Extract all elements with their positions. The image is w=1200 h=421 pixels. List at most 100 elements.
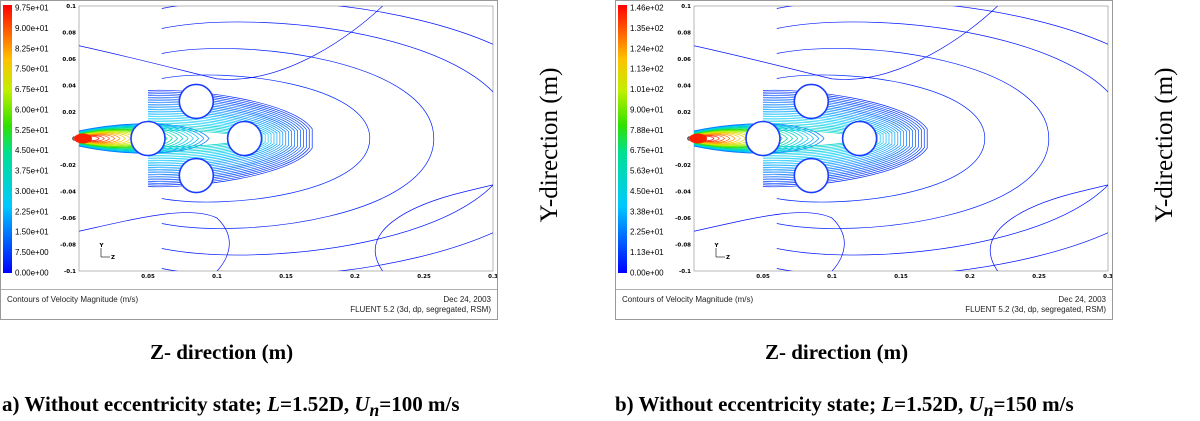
contour-line xyxy=(776,74,986,203)
contour-line xyxy=(161,6,493,271)
jet-core xyxy=(74,133,92,144)
x-tick-label: 0.1 xyxy=(827,274,837,280)
y-tick-label: -0.06 xyxy=(675,216,691,222)
caption-u-sub: n xyxy=(983,400,994,421)
contour-line xyxy=(694,134,731,143)
x-tick-label: 0.1 xyxy=(212,274,222,280)
y-tick-label: 0.04 xyxy=(677,84,691,90)
caption-u-sub: n xyxy=(369,400,380,421)
caption-a: a) Without eccentricity state; L=1.52D, … xyxy=(2,392,460,421)
y-tick-label: -0.1 xyxy=(679,269,691,275)
colorbar-tick-label: 6.75e+01 xyxy=(15,85,49,94)
triad-z-label: Z xyxy=(111,255,115,261)
z-axis-title: Z- direction (m) xyxy=(150,340,294,364)
caption-prefix: b) Without eccentricity state; xyxy=(615,392,882,416)
contour-line xyxy=(79,133,121,144)
y-tick-label: -0.04 xyxy=(675,190,691,196)
colorbar-tick-label: 1.13e+01 xyxy=(630,248,664,257)
contour-line xyxy=(79,132,126,145)
y-axis-title-text: Y-direction (m) xyxy=(1151,68,1178,223)
contour-line xyxy=(990,184,1108,271)
colorbar-tick-label: 1.50e+01 xyxy=(15,228,49,237)
contour-line xyxy=(694,133,736,144)
contour-line xyxy=(79,212,230,271)
cylinder xyxy=(841,120,878,157)
contour-line xyxy=(694,134,725,143)
date-label: Dec 24, 2003 xyxy=(1058,295,1106,304)
contour-line xyxy=(161,48,435,229)
y-tick-label: -0.06 xyxy=(60,216,76,222)
colorbar xyxy=(3,5,12,273)
contour-line xyxy=(79,126,184,151)
panel-b: 1.46e+02 1.35e+02 1.24e+02 1.13e+02 1.01e+02… xyxy=(615,0,1200,421)
y-tick-label: 0 xyxy=(687,137,691,143)
x-tick-label: 0.2 xyxy=(350,274,360,280)
contour-line xyxy=(147,117,266,160)
date-label: Dec 24, 2003 xyxy=(443,295,491,304)
contour-line xyxy=(694,6,998,80)
y-tick-label: 0.06 xyxy=(677,57,691,63)
triad-y-label: Y xyxy=(99,243,105,249)
y-tick-label: -0.1 xyxy=(64,269,76,275)
cylinder xyxy=(178,157,215,194)
contour-plot: 9.75e+01 9.00e+01 8.25e+01 7.50e+01 6.75e+01… xyxy=(3,4,497,280)
contour-line xyxy=(762,117,881,160)
colorbar-tick-label: 9.00e+01 xyxy=(630,105,664,114)
contour-line xyxy=(694,128,783,149)
colorbar-tick-label: 7.88e+01 xyxy=(630,126,664,135)
colorbar-tick-label: 1.24e+02 xyxy=(630,44,664,53)
contour-line xyxy=(694,124,814,153)
colorbar-tick-label: 1.01e+02 xyxy=(630,85,664,94)
contour-line xyxy=(79,6,383,80)
contour-line xyxy=(161,21,493,256)
caption-u-value: =100 m/s xyxy=(379,392,460,416)
colorbar-tick-label: 2.25e+01 xyxy=(15,207,49,216)
contour-line xyxy=(375,184,493,271)
colorbar-tick-label: 5.63e+01 xyxy=(630,167,664,176)
contour-line xyxy=(79,123,205,154)
window-footer: Contours of Velocity Magnitude (m/s) Dec… xyxy=(616,289,1112,320)
contour-line xyxy=(79,123,210,154)
y-tick-label: 0.02 xyxy=(62,110,76,116)
y-tick-label: 0.08 xyxy=(62,31,76,37)
y-tick-label: -0.02 xyxy=(675,163,691,169)
caption-u: U xyxy=(968,392,984,416)
y-axis-title: Y-direction (m) xyxy=(536,68,563,223)
colorbar-tick-label: 4.50e+01 xyxy=(15,146,49,155)
y-tick-label: -0.08 xyxy=(675,243,691,249)
contour-line xyxy=(79,125,189,152)
contour-line xyxy=(776,6,1108,271)
colorbar-tick-label: 1.13e+02 xyxy=(630,65,664,74)
window-title: Contours of Velocity Magnitude (m/s) xyxy=(622,295,754,304)
colorbar-tick-label: 6.75e+01 xyxy=(630,146,664,155)
y-tick-label: -0.04 xyxy=(60,190,76,196)
caption-l: L xyxy=(881,392,895,416)
panel-a: 9.75e+01 9.00e+01 8.25e+01 7.50e+01 6.75e+01… xyxy=(0,0,563,421)
window-footer: Contours of Velocity Magnitude (m/s) Dec… xyxy=(1,289,497,320)
colorbar-tick-label: 9.75e+01 xyxy=(15,4,49,13)
y-axis-title-text: Y-direction (m) xyxy=(536,68,563,223)
contour-line xyxy=(79,128,168,149)
footer-meta: Dec 24, 2003 FLUENT 5.2 (3d, dp, segrega… xyxy=(965,295,1106,315)
cylinder xyxy=(226,120,263,157)
cylinder xyxy=(178,83,215,120)
y-tick-label: 0.08 xyxy=(677,31,691,37)
colorbar-tick-label: 3.75e+01 xyxy=(15,167,49,176)
cylinder xyxy=(130,120,166,157)
z-axis-title: Z- direction (m) xyxy=(765,340,909,364)
contour-line xyxy=(694,125,804,152)
y-axis-title: Y-direction (m) xyxy=(1151,68,1178,223)
contour-line xyxy=(79,125,194,152)
x-tick-label: 0.3 xyxy=(488,274,497,280)
colorbar-tick-label: 2.25e+01 xyxy=(630,228,664,237)
caption-u-value: =150 m/s xyxy=(993,392,1074,416)
solver-label: FLUENT 5.2 (3d, dp, segregated, RSM) xyxy=(965,305,1106,314)
x-tick-label: 0.2 xyxy=(965,274,975,280)
colorbar-tick-label: 1.35e+02 xyxy=(630,24,664,33)
colorbar-tick-label: 4.50e+01 xyxy=(630,187,664,196)
x-tick-label: 0.05 xyxy=(756,274,770,280)
x-tick-label: 0.3 xyxy=(1103,274,1112,280)
colorbar-tick-label: 0.00e+00 xyxy=(15,269,49,278)
contour-line xyxy=(776,21,1108,256)
contour-line xyxy=(79,124,199,153)
